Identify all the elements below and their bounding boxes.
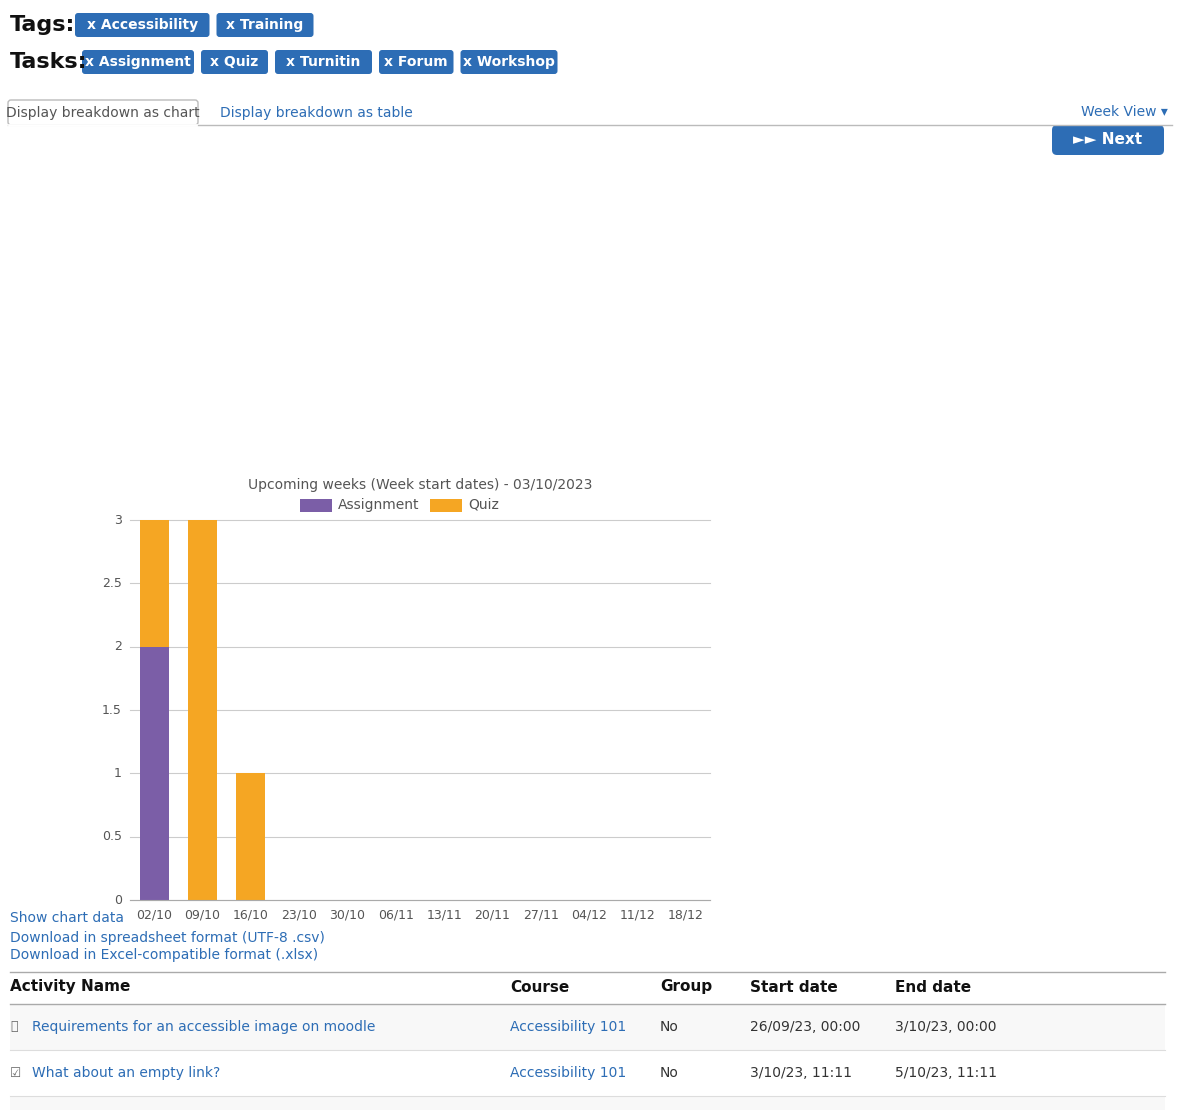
Text: 30/10: 30/10 [329,908,366,921]
Text: 27/11: 27/11 [523,908,559,921]
Text: 📄: 📄 [9,1020,18,1033]
Text: 13/11: 13/11 [426,908,463,921]
Text: x Assignment: x Assignment [85,56,191,69]
Text: 18/12: 18/12 [668,908,703,921]
Text: 0: 0 [114,894,122,907]
Text: Show chart data: Show chart data [9,911,124,925]
Text: 26/09/23, 00:00: 26/09/23, 00:00 [750,1020,860,1035]
FancyBboxPatch shape [76,13,210,37]
Text: Download in spreadsheet format (UTF-8 .csv): Download in spreadsheet format (UTF-8 .c… [9,931,324,945]
Text: 3/10/23, 00:00: 3/10/23, 00:00 [894,1020,996,1035]
Text: Start date: Start date [750,979,838,995]
Text: 1: 1 [114,767,122,780]
Text: x Forum: x Forum [385,56,448,69]
Text: 2: 2 [114,640,122,653]
Text: x Quiz: x Quiz [210,56,258,69]
Bar [9,1096,1165,1110]
Text: Display breakdown as chart: Display breakdown as chart [6,105,199,120]
FancyBboxPatch shape [460,50,557,74]
Text: 02/10: 02/10 [136,908,172,921]
Text: 3: 3 [114,514,122,526]
Text: Download in Excel-compatible format (.xlsx): Download in Excel-compatible format (.xl… [9,948,319,962]
Text: 04/12: 04/12 [571,908,607,921]
Text: End date: End date [894,979,971,995]
Bar [236,774,266,900]
Text: 11/12: 11/12 [620,908,655,921]
Text: 0.5: 0.5 [101,830,122,844]
Text: Accessibility 101: Accessibility 101 [510,1066,627,1080]
Text: No: No [660,1020,678,1035]
FancyBboxPatch shape [275,50,372,74]
Text: Activity Name: Activity Name [9,979,130,995]
FancyBboxPatch shape [8,100,198,125]
Text: 3/10/23, 11:11: 3/10/23, 11:11 [750,1066,852,1080]
Text: 09/10: 09/10 [184,908,221,921]
Text: 2.5: 2.5 [103,577,122,589]
Bar [300,498,332,512]
Text: x Turnitin: x Turnitin [287,56,361,69]
Text: 06/11: 06/11 [378,908,414,921]
Text: x Workshop: x Workshop [463,56,555,69]
Bar [9,1050,1165,1096]
FancyBboxPatch shape [216,13,314,37]
Text: 20/11: 20/11 [474,908,511,921]
Text: ☑: ☑ [9,1067,21,1080]
FancyBboxPatch shape [1053,125,1163,155]
Text: x Training: x Training [227,18,303,32]
Bar [9,1005,1165,1050]
Text: Requirements for an accessible image on moodle: Requirements for an accessible image on … [32,1020,375,1035]
Bar [139,519,169,647]
Text: Upcoming weeks (Week start dates) - 03/10/2023: Upcoming weeks (Week start dates) - 03/1… [248,478,592,492]
Text: Course: Course [510,979,569,995]
Text: No: No [660,1066,678,1080]
Bar [139,647,169,900]
Text: ►► Next: ►► Next [1074,132,1142,148]
Text: Tags:: Tags: [9,16,76,36]
Text: 1.5: 1.5 [103,704,122,716]
Bar [430,498,463,512]
Text: Group: Group [660,979,712,995]
FancyBboxPatch shape [81,50,194,74]
Text: x Accessibility: x Accessibility [86,18,198,32]
Text: Quiz: Quiz [468,498,499,512]
FancyBboxPatch shape [201,50,268,74]
Text: 5/10/23, 11:11: 5/10/23, 11:11 [894,1066,997,1080]
Text: Tasks:: Tasks: [9,52,87,72]
Text: 16/10: 16/10 [232,908,269,921]
Text: Assignment: Assignment [337,498,420,512]
Text: What about an empty link?: What about an empty link? [32,1066,221,1080]
Text: Display breakdown as table: Display breakdown as table [219,105,413,120]
Text: Accessibility 101: Accessibility 101 [510,1020,627,1035]
Bar [188,519,217,900]
Text: Week View ▾: Week View ▾ [1081,105,1168,120]
FancyBboxPatch shape [379,50,453,74]
Text: 23/10: 23/10 [281,908,317,921]
